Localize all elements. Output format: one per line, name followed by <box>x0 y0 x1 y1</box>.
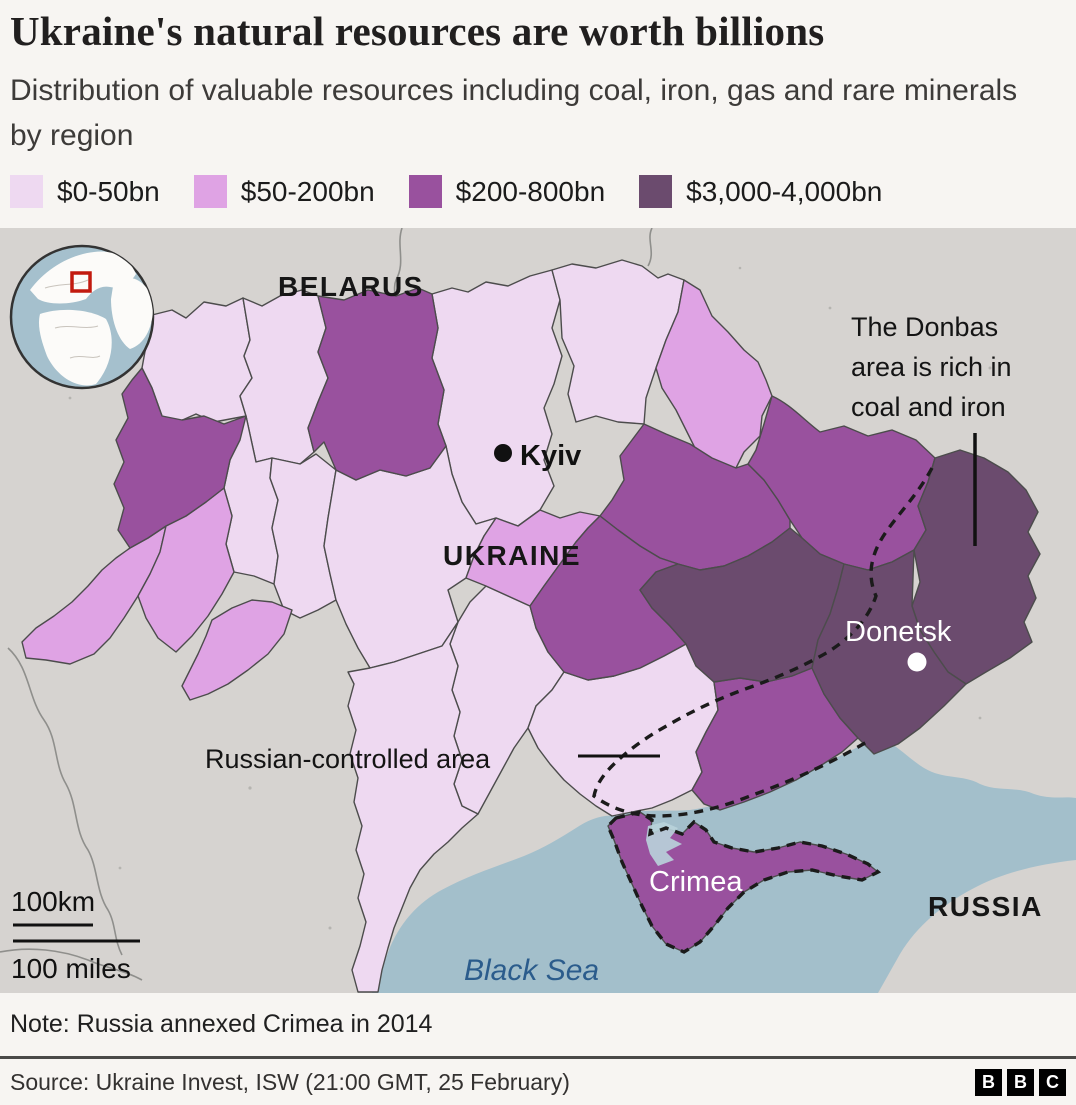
globe-asia <box>111 277 153 349</box>
region-chernivtsi <box>181 599 293 701</box>
legend-item: $3,000-4,000bn <box>639 175 882 208</box>
region-odesa <box>347 621 479 993</box>
label-black-sea: Black Sea <box>464 954 599 987</box>
locator-red-box <box>70 271 92 293</box>
footer: Source: Ukraine Invest, ISW (21:00 GMT, … <box>0 1056 1076 1105</box>
note-bar: Note: Russia annexed Crimea in 2014 <box>0 993 1076 1056</box>
label-belarus: BELARUS <box>278 271 424 302</box>
map-svg: BELARUS UKRAINE RUSSIA Kyiv Donetsk Crim… <box>0 227 1076 993</box>
region-donetsk <box>811 549 967 755</box>
region-sumy <box>655 279 773 469</box>
bbc-logo-block-b1: B <box>975 1068 1002 1096</box>
legend-label: $0-50bn <box>57 175 160 207</box>
legend-label: $50-200bn <box>240 175 375 207</box>
donbas-annotation-line3: coal and iron <box>851 392 1006 422</box>
legend-label: $3,000-4,000bn <box>686 175 883 207</box>
donbas-annotation-line1: The Donbas <box>851 312 998 342</box>
legend-item: $50-200bn <box>193 175 375 208</box>
donbas-annotation-line2: area is rich in <box>851 352 1012 382</box>
page-title: Ukraine's natural resources are worth bi… <box>10 8 825 54</box>
region-kirovohrad <box>529 515 687 681</box>
legend: $0-50bn $50-200bn $200-800bn $3,000-4,00… <box>10 175 1066 208</box>
globe-inset <box>9 244 155 390</box>
region-lviv <box>113 367 247 549</box>
label-ukraine: UKRAINE <box>443 540 581 571</box>
header: Ukraine's natural resources are worth bi… <box>0 0 1076 228</box>
legend-swatch-tier2 <box>193 175 227 208</box>
donbas-annotation: The Donbas area is rich in coal and iron <box>851 312 1012 546</box>
sivash-lagoon <box>646 822 682 866</box>
scale-miles-label: 100 miles <box>11 953 131 984</box>
region-zhytomyr <box>307 287 447 481</box>
label-crimea: Crimea <box>649 866 743 898</box>
scale-bar: 100km 100 miles <box>11 886 140 984</box>
note-text: Note: Russia annexed Crimea in 2014 <box>10 1010 433 1038</box>
bbc-logo-block-c: C <box>1039 1068 1066 1096</box>
russian-controlled-annotation: Russian-controlled area <box>205 744 660 774</box>
choropleth-map: BELARUS UKRAINE RUSSIA Kyiv Donetsk Crim… <box>0 227 1076 993</box>
neighbor-borders <box>0 227 653 981</box>
globe-africa <box>38 309 112 386</box>
legend-item: $0-50bn <box>10 175 160 208</box>
kyiv-dot <box>494 444 512 462</box>
russian-controlled-boundary <box>592 467 934 954</box>
regions <box>21 259 1041 993</box>
bbc-logo-block-b2: B <box>1007 1068 1034 1096</box>
globe-europe <box>30 251 136 304</box>
russia-land <box>878 860 1076 993</box>
russian-controlled-label: Russian-controlled area <box>205 744 491 774</box>
label-russia: RUSSIA <box>928 891 1043 922</box>
legend-swatch-tier3 <box>408 175 442 208</box>
label-kyiv: Kyiv <box>520 440 581 472</box>
legend-item: $200-800bn <box>408 175 606 208</box>
legend-swatch-tier4 <box>639 175 673 208</box>
legend-label: $200-800bn <box>455 175 606 207</box>
bbc-logo: B B C <box>970 1068 1066 1096</box>
legend-swatch-tier1 <box>10 175 43 208</box>
globe-borders <box>44 279 101 359</box>
donetsk-dot <box>907 652 927 672</box>
scale-km-label: 100km <box>11 886 95 917</box>
source-text: Source: Ukraine Invest, ISW (21:00 GMT, … <box>10 1068 570 1095</box>
subtitle: Distribution of valuable resources inclu… <box>10 74 1018 152</box>
label-donetsk: Donetsk <box>845 616 952 648</box>
